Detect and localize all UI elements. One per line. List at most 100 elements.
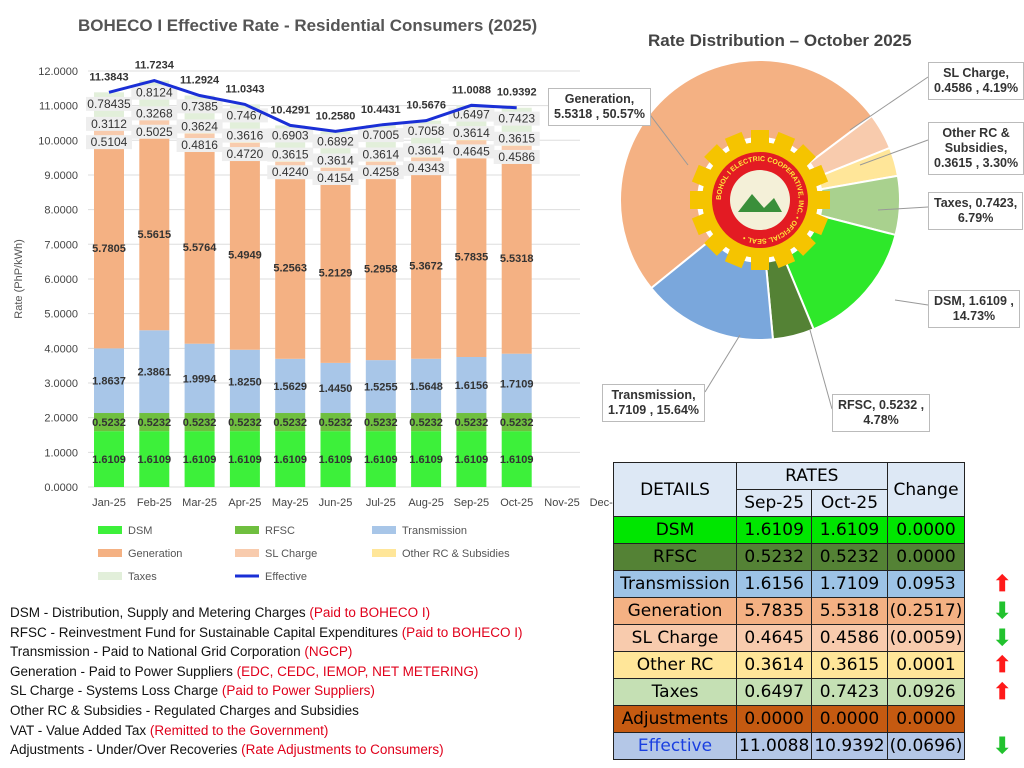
bar-segment-dsm <box>320 431 351 487</box>
definition-text: Adjustments - Under/Over Recoveries <box>10 742 242 758</box>
data-label: 0.7467 <box>227 108 264 122</box>
data-label: 0.8124 <box>136 86 173 100</box>
cell-sep: 11.0088 <box>735 732 813 760</box>
effective-label: 11.2924 <box>180 74 220 86</box>
bar-segment-generation <box>94 147 124 349</box>
data-label: 5.3672 <box>409 261 443 273</box>
cell-change: 0.0000 <box>886 705 966 733</box>
definition-item: RFSC - Reinvestment Fund for Sustainable… <box>10 623 605 643</box>
definition-text: RFSC - Reinvestment Fund for Sustainable… <box>10 624 402 640</box>
header-oct: Oct-25 <box>811 489 888 517</box>
cell-change: (0.2517) <box>886 597 966 625</box>
data-label-bg <box>403 161 450 176</box>
data-label: 5.4949 <box>228 249 262 261</box>
effective-label: 11.3843 <box>89 71 128 83</box>
definition-text: VAT - Value Added Tax <box>10 722 150 738</box>
definition-note: (Remitted to the Government) <box>149 722 329 738</box>
pie-label-sl-charge: SL Charge, 0.4586 , 4.19% <box>928 62 1024 100</box>
cell-name: Other RC <box>613 651 737 679</box>
logo-gear-tooth <box>814 191 830 209</box>
data-label-bg <box>493 111 540 126</box>
data-label: 0.3614 <box>453 126 490 140</box>
cell-change: 0.0000 <box>886 543 966 571</box>
data-label: 5.7805 <box>92 243 126 255</box>
effective-label: 10.2580 <box>316 110 356 122</box>
bar-segment-transmission <box>275 358 306 414</box>
definition-text: Generation - Paid to Power Suppliers <box>10 663 237 679</box>
pie-label-transmission: Transmission, 1.7109 , 15.64% <box>602 384 706 422</box>
pie-label-other-rc-subsidies: Other RC & Subsidies, 0.3615 , 3.30% <box>928 122 1024 175</box>
x-tick-label: Mar-25 <box>182 497 217 509</box>
cell-oct: 1.6109 <box>811 516 888 544</box>
data-label-bg <box>448 126 495 141</box>
rates-table: DETAILS RATES Change Sep-25 Oct-25 DSM 1.… <box>613 462 966 760</box>
bar-segment-transmission <box>139 330 170 414</box>
y-tick-label: 9.0000 <box>44 170 78 182</box>
data-label: 0.5232 <box>183 417 217 429</box>
data-label: 0.3614 <box>317 154 354 168</box>
data-label-bg <box>176 119 223 134</box>
cell-oct: 0.0000 <box>811 705 888 733</box>
data-label-bg <box>403 143 450 158</box>
x-tick-label: Jan-25 <box>92 497 126 509</box>
bar-segment-rfsc <box>229 413 260 432</box>
x-tick-label: Feb-25 <box>137 497 172 509</box>
data-label: 1.6109 <box>228 454 262 466</box>
header-rates: RATES <box>736 462 888 490</box>
y-tick-label: 2.0000 <box>44 413 78 425</box>
data-label: 0.3268 <box>136 106 173 120</box>
effective-label: 11.0088 <box>452 84 491 96</box>
data-label: 0.5232 <box>92 417 126 429</box>
definition-item: VAT - Value Added Tax (Remitted to the G… <box>10 721 605 741</box>
data-label-bg <box>131 106 178 121</box>
definition-note: (EDC, CEDC, IEMOP, NET METERING) <box>236 663 479 679</box>
cell-name: Adjustments <box>613 705 737 733</box>
bar-segment-generation <box>456 156 487 357</box>
arrow-up-icon: ⬆ <box>993 571 1012 596</box>
data-label: 5.2129 <box>319 268 353 280</box>
data-label: 5.5615 <box>137 229 171 241</box>
table-row: Taxes 0.6497 0.7423 0.0926 <box>613 678 966 706</box>
legend-swatch <box>98 572 122 580</box>
cell-name: Taxes <box>613 678 737 706</box>
bar-segment-transmission <box>94 348 124 414</box>
data-label-bg <box>267 165 314 180</box>
logo-gear-tooth <box>704 231 729 256</box>
bar-segment-rfsc <box>139 413 170 432</box>
legend-swatch <box>235 526 259 534</box>
x-tick-label: Aug-25 <box>408 497 443 509</box>
legend-label: Other RC & Subsidies <box>402 548 510 560</box>
data-label: 1.5255 <box>364 382 398 394</box>
cell-change: 0.0953 <box>886 570 966 598</box>
cell-oct: 0.4586 <box>811 624 888 652</box>
y-tick-label: 0.0000 <box>44 482 78 494</box>
table-row: DSM 1.6109 1.6109 0.0000 <box>613 516 966 544</box>
data-label: 5.2563 <box>273 263 307 275</box>
cell-change: 0.0001 <box>886 651 966 679</box>
cell-oct: 0.5232 <box>811 543 888 571</box>
effective-label: 11.0343 <box>225 83 264 95</box>
cell-sep: 0.6497 <box>735 678 813 706</box>
arrow-up-icon: ⬆ <box>993 652 1012 677</box>
data-label-bg <box>131 124 178 139</box>
data-label: 0.4154 <box>317 171 354 185</box>
cell-change: 0.0000 <box>886 516 966 544</box>
pie-label-generation: Generation, 5.5318 , 50.57% <box>548 88 652 126</box>
legend-label: Transmission <box>402 525 467 537</box>
charts-canvas: 0.0000 1.0000 2.0000 3.0000 4.0000 5.0000 6.00… <box>13 59 929 583</box>
data-label: 0.4240 <box>272 165 309 179</box>
cell-sep: 1.6109 <box>735 516 813 544</box>
bar-segment-rfsc <box>94 413 124 432</box>
data-label-bg <box>176 99 223 114</box>
data-label-bg <box>312 170 359 185</box>
bar-segment-transmission <box>365 360 396 414</box>
cell-oct: 1.7109 <box>811 570 888 598</box>
definition-text: Other RC & Subsidies - Regulated Charges… <box>10 702 359 718</box>
logo-mountains-icon <box>738 194 782 212</box>
data-label: 1.6109 <box>92 454 126 466</box>
data-label: 0.6903 <box>272 128 309 142</box>
effective-label: 10.9392 <box>497 87 537 99</box>
definition-note: (Paid to Power Suppliers) <box>221 683 375 699</box>
definition-text: Transmission - Paid to National Grid Cor… <box>10 644 305 660</box>
definition-item: SL Charge - Systems Loss Charge (Paid to… <box>10 681 605 701</box>
